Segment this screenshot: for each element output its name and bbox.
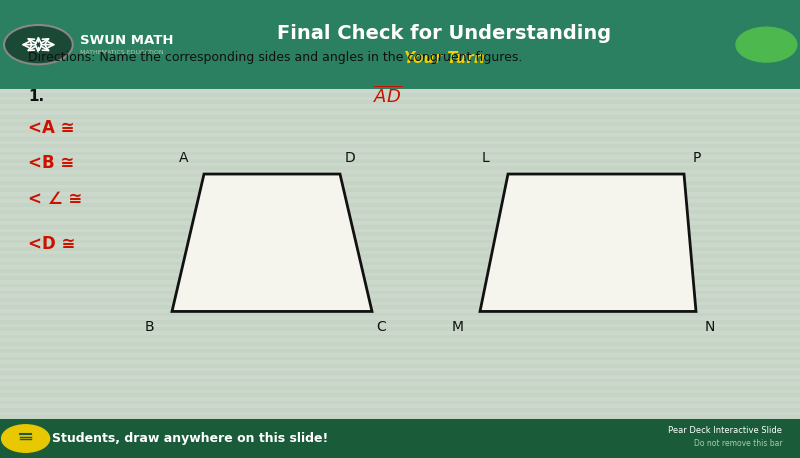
Bar xyxy=(0,166,800,170)
Text: <A ≅: <A ≅ xyxy=(28,119,74,137)
Bar xyxy=(0,93,800,97)
Bar xyxy=(0,152,800,155)
Text: Final Check for Understanding: Final Check for Understanding xyxy=(277,24,611,43)
Bar xyxy=(0,210,800,214)
Bar xyxy=(0,137,800,141)
Bar xyxy=(0,401,800,404)
Bar xyxy=(0,408,800,412)
Text: N: N xyxy=(705,321,714,334)
Bar xyxy=(0,386,800,390)
Bar xyxy=(0,247,800,251)
Bar xyxy=(0,276,800,280)
Bar xyxy=(0,130,800,133)
Bar xyxy=(0,232,800,236)
Bar xyxy=(0,305,800,309)
Text: A: A xyxy=(179,151,189,165)
Bar xyxy=(0,415,800,419)
Bar xyxy=(0,327,800,331)
Text: M: M xyxy=(451,321,464,334)
Bar xyxy=(0,269,800,273)
Text: Your Turn: Your Turn xyxy=(404,51,484,66)
Bar xyxy=(0,379,800,382)
Bar xyxy=(0,181,800,185)
Bar xyxy=(0,393,800,397)
Bar xyxy=(0,371,800,375)
Bar xyxy=(0,298,800,302)
Text: L: L xyxy=(482,151,490,165)
Bar xyxy=(0,349,800,353)
Bar xyxy=(0,174,800,177)
Bar xyxy=(0,203,800,207)
Circle shape xyxy=(4,25,73,65)
Polygon shape xyxy=(172,174,372,311)
FancyBboxPatch shape xyxy=(0,0,800,89)
Circle shape xyxy=(736,27,797,62)
Bar xyxy=(0,196,800,199)
Text: C: C xyxy=(377,321,386,334)
Text: B: B xyxy=(145,321,154,334)
Bar xyxy=(0,342,800,346)
Polygon shape xyxy=(480,174,696,311)
Bar xyxy=(0,225,800,229)
Text: D: D xyxy=(344,151,355,165)
Bar xyxy=(0,284,800,287)
Bar xyxy=(0,364,800,368)
FancyBboxPatch shape xyxy=(0,419,800,458)
Bar xyxy=(0,313,800,316)
Text: SWUN MATH: SWUN MATH xyxy=(80,33,174,47)
Text: <D ≅: <D ≅ xyxy=(28,234,75,253)
Bar xyxy=(0,144,800,148)
Text: $\overline{AD}$: $\overline{AD}$ xyxy=(374,86,402,107)
FancyBboxPatch shape xyxy=(0,89,800,419)
Text: 1.: 1. xyxy=(28,89,44,104)
Bar xyxy=(0,188,800,192)
Text: MATHEMATICS EDUCATION: MATHEMATICS EDUCATION xyxy=(80,50,164,55)
Text: Do not remove this bar: Do not remove this bar xyxy=(694,439,782,447)
Bar xyxy=(0,218,800,221)
Bar xyxy=(0,159,800,163)
Bar xyxy=(0,262,800,265)
Bar xyxy=(0,100,800,104)
Bar xyxy=(0,320,800,324)
Circle shape xyxy=(2,425,50,453)
Text: Students, draw anywhere on this slide!: Students, draw anywhere on this slide! xyxy=(52,432,328,445)
Bar xyxy=(0,335,800,338)
Text: Pear Deck Interactive Slide: Pear Deck Interactive Slide xyxy=(669,426,782,435)
Bar xyxy=(0,122,800,126)
Text: <B ≅: <B ≅ xyxy=(28,153,74,172)
Text: Directions: Name the corresponding sides and angles in the congruent figures.: Directions: Name the corresponding sides… xyxy=(28,51,522,64)
Text: P: P xyxy=(693,151,701,165)
Text: < ∠ ≅: < ∠ ≅ xyxy=(28,190,82,208)
Bar xyxy=(0,240,800,243)
Bar xyxy=(0,108,800,111)
Bar xyxy=(0,291,800,294)
Bar xyxy=(0,115,800,119)
Bar xyxy=(0,357,800,360)
Bar xyxy=(0,254,800,258)
